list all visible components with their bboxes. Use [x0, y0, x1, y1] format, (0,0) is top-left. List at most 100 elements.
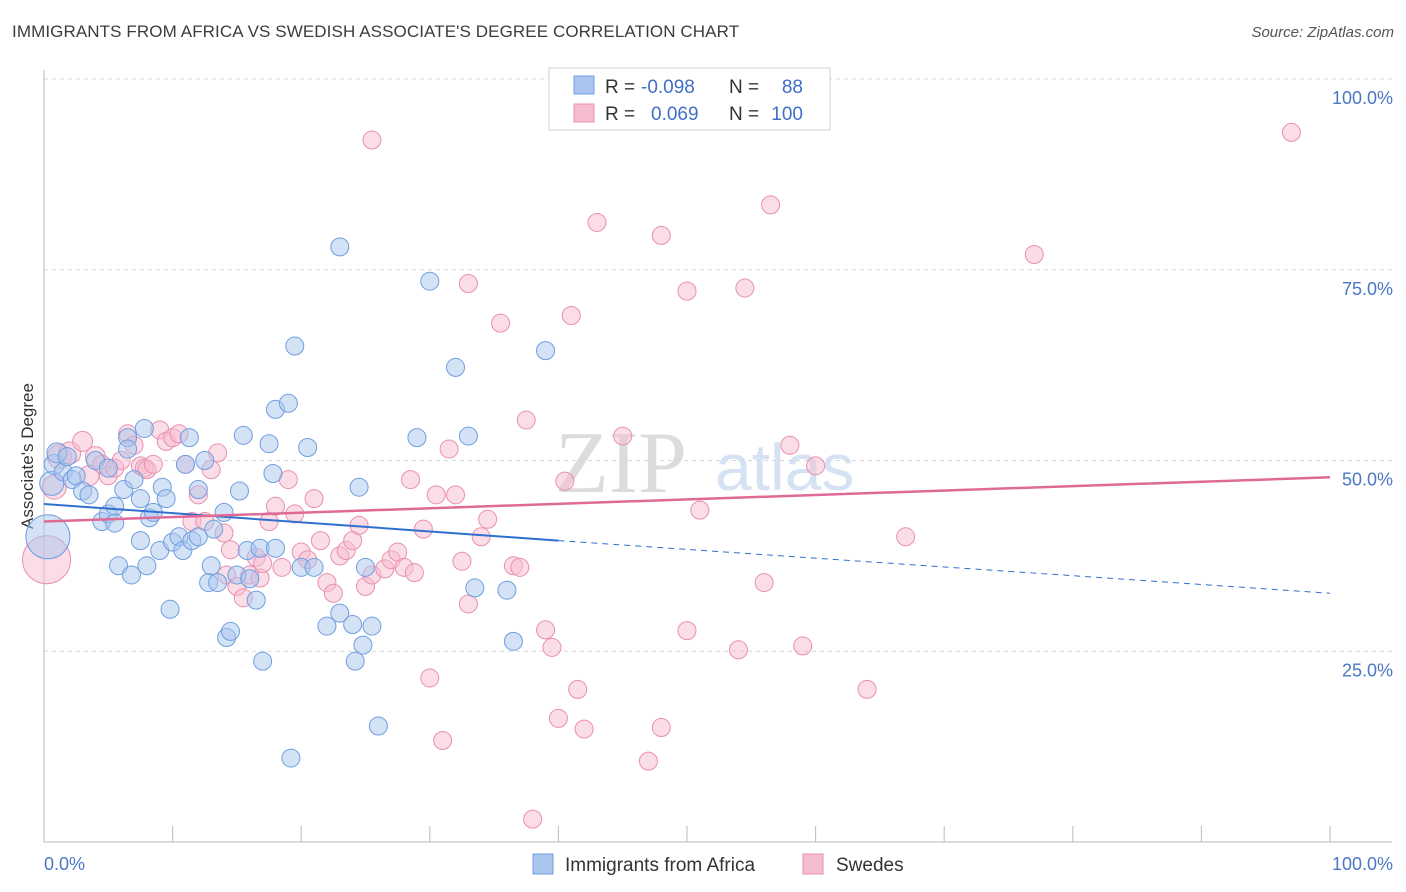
- africa-point: [105, 496, 125, 516]
- y-axis-title: Associate's Degree: [18, 383, 37, 529]
- legend-n-label-blue: N =: [729, 77, 759, 98]
- swedes-point: [568, 679, 588, 699]
- africa-point: [362, 616, 382, 636]
- africa-point: [240, 569, 260, 589]
- africa-point: [137, 556, 157, 576]
- africa-point: [263, 463, 283, 483]
- swedes-point: [304, 489, 324, 509]
- y-tick-label: 50.0%: [1342, 470, 1393, 490]
- africa-point: [98, 458, 118, 478]
- africa-point: [304, 557, 324, 577]
- swedes-point: [896, 527, 916, 547]
- swedes-point: [555, 471, 575, 491]
- swedes-point: [561, 306, 581, 326]
- africa-point: [503, 631, 523, 651]
- swedes-point: [587, 212, 607, 232]
- swedes-point: [651, 718, 671, 738]
- swedes-point: [439, 439, 459, 459]
- swedes-point: [458, 594, 478, 614]
- swedes-point: [426, 485, 446, 505]
- swedes-point: [793, 636, 813, 656]
- africa-trend-extension: [558, 540, 1331, 594]
- africa-point: [407, 428, 427, 448]
- swedes-point: [761, 195, 781, 215]
- swedes-point: [413, 519, 433, 539]
- swedes-point: [651, 225, 671, 245]
- swedes-point: [272, 557, 292, 577]
- swedes-point: [510, 557, 530, 577]
- swedes-point: [471, 527, 491, 547]
- africa-point: [130, 489, 150, 509]
- legend-r-value-blue: -0.098: [641, 77, 695, 98]
- africa-point: [353, 635, 373, 655]
- africa-point: [536, 341, 556, 361]
- swedes-point: [458, 273, 478, 293]
- swedes-point: [265, 496, 285, 516]
- swedes-point: [542, 637, 562, 657]
- swedes-point: [420, 668, 440, 688]
- africa-point: [349, 477, 369, 497]
- africa-point: [109, 556, 129, 576]
- africa-point: [259, 434, 279, 454]
- swedes-point: [401, 470, 421, 490]
- africa-point: [195, 451, 215, 470]
- series-label-africa: Immigrants from Africa: [565, 855, 755, 876]
- swedes-point: [754, 573, 774, 593]
- swedes-point: [1024, 244, 1044, 264]
- africa-point: [343, 615, 363, 635]
- africa-point: [130, 531, 150, 551]
- y-tick-label: 25.0%: [1342, 660, 1393, 680]
- swedes-point: [574, 719, 594, 739]
- swedes-point: [735, 278, 755, 298]
- x-tick-label: 0.0%: [44, 854, 85, 874]
- africa-point: [233, 425, 253, 445]
- y-tick-labels: 25.0% 50.0% 75.0% 100.0%: [1332, 88, 1393, 680]
- africa-point: [356, 557, 375, 577]
- africa-point: [497, 580, 517, 600]
- legend-n-label-pink: N =: [729, 104, 759, 125]
- africa-point: [265, 538, 285, 558]
- africa-point: [458, 426, 478, 446]
- legend-n-value-pink: 100: [771, 104, 803, 125]
- swedes-point: [433, 731, 453, 751]
- legend-n-value-blue: 88: [782, 77, 803, 98]
- source-note: Source: ZipAtlas.com: [1251, 24, 1394, 41]
- axes: [43, 70, 1392, 843]
- africa-point: [188, 527, 208, 547]
- africa-point: [118, 439, 138, 459]
- africa-point: [208, 573, 228, 593]
- series-legend: Immigrants from Africa Swedes: [532, 853, 904, 876]
- series-swatch-swedes: [802, 853, 824, 875]
- swedes-point: [690, 500, 710, 520]
- swedes-point: [220, 540, 240, 560]
- swedes-point: [548, 708, 568, 728]
- africa-point: [214, 502, 234, 522]
- africa-point: [121, 565, 141, 585]
- swedes-point: [452, 551, 472, 571]
- swedes-point: [323, 583, 343, 603]
- africa-point: [25, 514, 71, 560]
- africa-point: [160, 599, 180, 619]
- trend-lines: [43, 476, 1331, 594]
- swedes-point: [677, 621, 697, 641]
- swedes-point: [491, 313, 511, 333]
- africa-point: [420, 271, 440, 291]
- africa-point: [330, 237, 350, 257]
- swedes-point: [310, 531, 330, 551]
- y-tick-label: 75.0%: [1342, 279, 1393, 299]
- africa-point: [246, 590, 266, 610]
- africa-point: [57, 447, 77, 467]
- legend-swatch-blue: [573, 75, 595, 95]
- swedes-point: [728, 640, 748, 660]
- swedes-point: [536, 620, 556, 640]
- chart-title: IMMIGRANTS FROM AFRICA VS SWEDISH ASSOCI…: [12, 22, 740, 41]
- y-tick-label: 100.0%: [1332, 88, 1393, 108]
- swedes-trend-line: [43, 476, 1331, 523]
- legend-r-value-pink: 0.069: [651, 104, 699, 125]
- swedes-point: [1281, 122, 1301, 142]
- x-tick-labels: 0.0% 100.0%: [44, 854, 1393, 874]
- africa-point: [278, 393, 298, 413]
- legend-swatch-pink: [573, 103, 595, 123]
- swedes-point: [638, 751, 658, 771]
